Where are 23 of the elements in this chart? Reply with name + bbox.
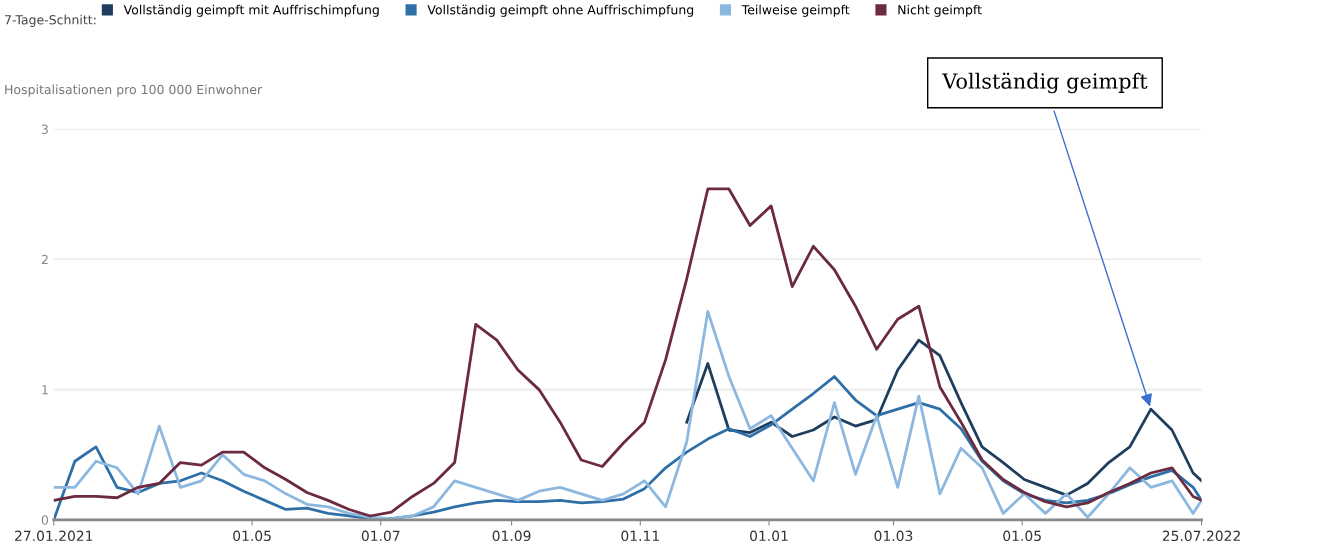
y-tick-label: 1 [42, 385, 48, 395]
legend-label: Nicht geimpft [898, 4, 982, 17]
legend-label: Vollständig geimpft mit Auffrischimpfung [123, 4, 379, 17]
x-tick-label: 01.03 [874, 530, 913, 542]
x-tick-label: 01.05 [1003, 530, 1041, 542]
y-tick-label: 0 [41, 515, 49, 525]
x-tick-label: 25.07.2022 [1162, 530, 1240, 542]
y-tick-label: 2 [41, 254, 48, 265]
x-tick-label: 27.01.2021 [15, 530, 93, 542]
line-series [53, 310, 1202, 520]
x-tick-label: 01.05 [233, 530, 271, 542]
line-series [685, 338, 1202, 497]
x-tick-label: 01.09 [492, 530, 531, 542]
x-tick-label: 01.01 [750, 530, 788, 542]
legend-title: 7-Tage-Schnitt: [5, 14, 96, 27]
legend-label: Teilweise geimpft [741, 4, 850, 17]
line-series [53, 187, 1202, 518]
y-axis-title: Hospitalisationen pro 100 000 Einwohner [5, 84, 263, 97]
x-tick-label: 01.07 [361, 530, 400, 542]
x-tick-label: 01.11 [621, 530, 659, 542]
legend-label: Vollständig geimpft ohne Auffrischimpfung [427, 4, 694, 17]
y-tick-label: 3 [41, 124, 48, 134]
annotation: Vollständig geimpft [942, 72, 1148, 94]
